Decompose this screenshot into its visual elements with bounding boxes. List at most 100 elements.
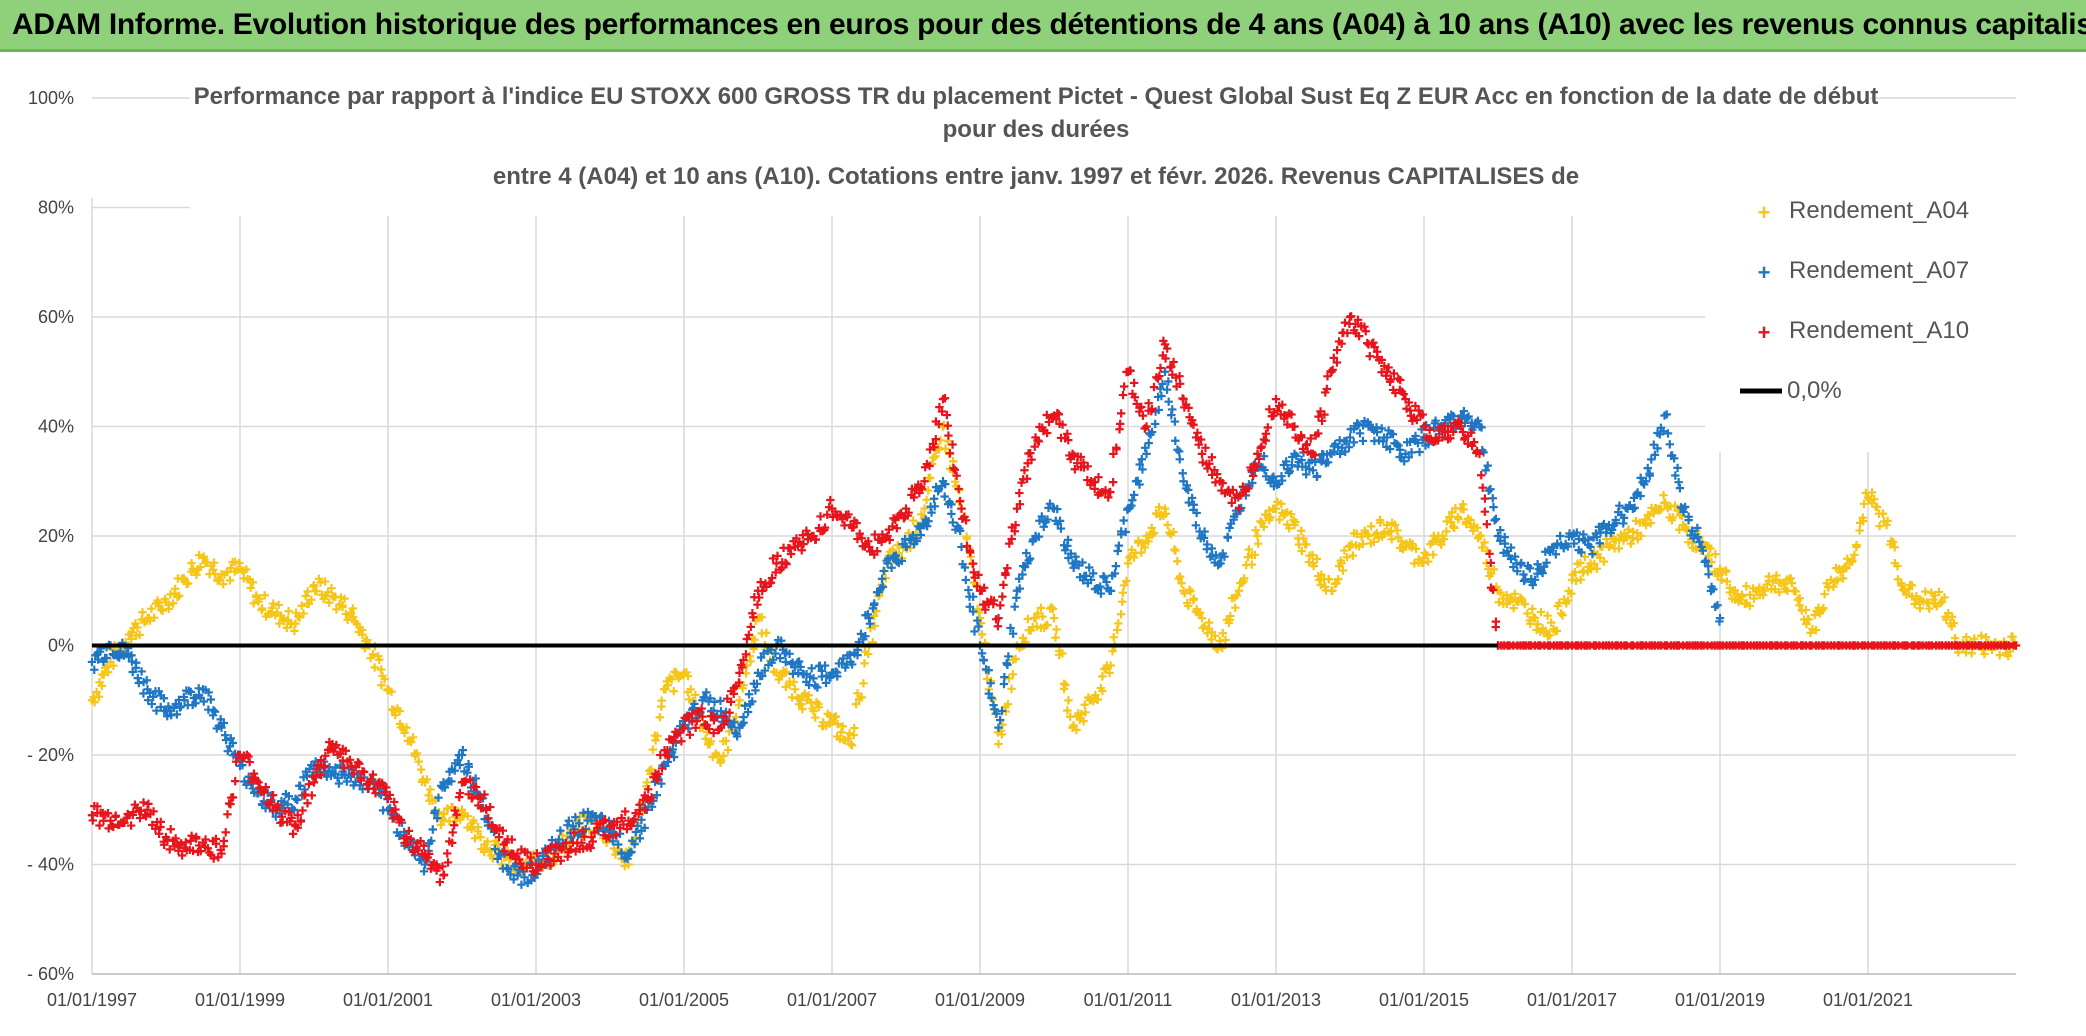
data-point-rendement_a07 [1160, 367, 1170, 376]
data-point-rendement_a07 [1008, 629, 1018, 638]
data-point-rendement_a04 [1758, 590, 1768, 600]
data-point-rendement_a07 [809, 674, 818, 683]
data-point-rendement_a10 [1026, 448, 1035, 458]
data-point-rendement_a07 [912, 536, 921, 546]
data-point-rendement_a10 [1302, 439, 1312, 449]
data-point-rendement_a04 [831, 712, 841, 721]
data-point-rendement_a04 [1261, 510, 1271, 520]
data-point-rendement_a07 [1119, 516, 1128, 525]
data-point-rendement_a10 [1012, 504, 1022, 513]
data-point-rendement_a04 [1297, 546, 1307, 556]
data-point-rendement_a07 [1496, 525, 1505, 535]
data-point-rendement_a10 [181, 838, 190, 847]
data-point-rendement_a04 [811, 713, 820, 722]
data-point-rendement_a04 [1459, 505, 1468, 514]
data-point-rendement_a07 [1488, 494, 1497, 503]
data-point-rendement_a04 [1937, 597, 1947, 606]
data-point-rendement_a10 [1438, 433, 1447, 442]
data-point-rendement_a04 [1668, 513, 1677, 522]
chart-area: 100% 80% 60% 40% 20% 0% - 20% - 40% - 60% 01/01/… [0, 52, 2086, 1031]
data-point-rendement_a04 [1897, 581, 1906, 590]
data-point-rendement_a07 [1157, 391, 1166, 401]
data-point-rendement_a10 [586, 843, 595, 853]
data-point-rendement_a07 [956, 526, 965, 536]
data-point-rendement_a04 [2008, 632, 2017, 641]
data-point-rendement_a07 [1000, 672, 1009, 682]
data-point-rendement_a04 [1950, 633, 1960, 643]
data-point-rendement_a10 [433, 863, 443, 873]
data-point-rendement_a04 [843, 734, 853, 743]
data-point-rendement_a07 [137, 667, 146, 676]
data-point-rendement_a04 [1725, 583, 1735, 593]
data-point-rendement_a07 [1588, 549, 1597, 559]
data-point-rendement_a04 [706, 737, 716, 746]
data-point-rendement_a04 [199, 552, 208, 561]
data-point-rendement_a07 [1100, 573, 1109, 582]
data-point-rendement_a10 [654, 769, 663, 779]
data-point-rendement_a07 [769, 655, 778, 664]
data-point-rendement_a10 [823, 510, 832, 519]
data-point-rendement_a04 [782, 667, 791, 676]
data-point-rendement_a04 [1509, 603, 1518, 613]
data-point-rendement_a10 [852, 518, 861, 528]
data-point-rendement_a10 [546, 842, 555, 852]
data-point-rendement_a10 [369, 784, 378, 793]
data-point-rendement_a04 [320, 577, 330, 586]
data-point-rendement_a04 [255, 594, 264, 603]
data-point-rendement_a10 [679, 723, 689, 732]
data-point-rendement_a07 [1220, 552, 1229, 561]
data-point-rendement_a04 [1706, 544, 1715, 553]
data-point-rendement_a04 [422, 775, 432, 784]
data-point-rendement_a07 [334, 779, 344, 788]
data-point-rendement_a10 [577, 838, 586, 847]
data-point-rendement_a04 [362, 635, 372, 645]
data-point-rendement_a10 [1297, 433, 1306, 442]
data-point-rendement_a07 [147, 699, 157, 709]
data-point-rendement_a04 [1545, 631, 1554, 640]
data-point-rendement_a04 [691, 690, 700, 700]
data-point-rendement_a04 [426, 785, 435, 794]
data-point-rendement_a07 [1636, 491, 1645, 501]
data-point-rendement_a07 [1187, 493, 1197, 503]
data-point-rendement_a07 [93, 655, 103, 664]
data-point-rendement_a04 [1234, 586, 1244, 595]
data-point-rendement_a04 [909, 516, 918, 525]
data-point-rendement_a07 [293, 795, 302, 805]
data-point-rendement_a10 [159, 840, 169, 849]
data-point-rendement_a07 [503, 864, 513, 874]
data-point-rendement_a04 [1820, 589, 1829, 599]
data-point-rendement_a07 [1630, 503, 1639, 512]
data-point-rendement_a04 [1442, 527, 1451, 536]
data-point-rendement_a10 [1011, 520, 1020, 530]
data-point-rendement_a10 [1175, 379, 1185, 389]
data-point-rendement_a07 [506, 870, 515, 879]
data-point-rendement_a07 [1563, 542, 1573, 551]
y-tick-label: 80% [38, 198, 74, 218]
data-point-rendement_a07 [1096, 589, 1106, 598]
data-point-rendement_a10 [647, 793, 656, 802]
data-point-rendement_a04 [249, 599, 258, 608]
data-point-rendement_a07 [1569, 539, 1579, 548]
data-point-rendement_a10 [578, 826, 587, 835]
data-point-rendement_a04 [1649, 509, 1658, 518]
legend: + Rendement_A04 + Rendement_A07 + Rendem… [1705, 197, 2020, 452]
data-point-rendement_a07 [1078, 558, 1087, 567]
data-point-rendement_a04 [757, 613, 767, 622]
data-point-rendement_a04 [1032, 622, 1041, 631]
data-point-rendement_a07 [1135, 480, 1144, 489]
data-point-rendement_a04 [242, 565, 251, 574]
data-point-rendement_a10 [217, 849, 226, 858]
data-point-rendement_a04 [888, 545, 897, 554]
data-point-rendement_a04 [485, 846, 494, 855]
data-point-rendement_a07 [1650, 450, 1660, 460]
data-point-rendement_a07 [817, 666, 827, 676]
data-point-rendement_a10 [1386, 375, 1396, 384]
data-point-rendement_a07 [447, 777, 456, 786]
data-point-rendement_a10 [1228, 485, 1238, 495]
data-point-rendement_a04 [168, 599, 178, 608]
data-point-rendement_a10 [1271, 394, 1281, 404]
data-point-rendement_a10 [1482, 520, 1492, 529]
data-point-rendement_a04 [483, 837, 492, 846]
data-point-rendement_a10 [735, 668, 744, 678]
data-point-rendement_a04 [1382, 520, 1392, 530]
